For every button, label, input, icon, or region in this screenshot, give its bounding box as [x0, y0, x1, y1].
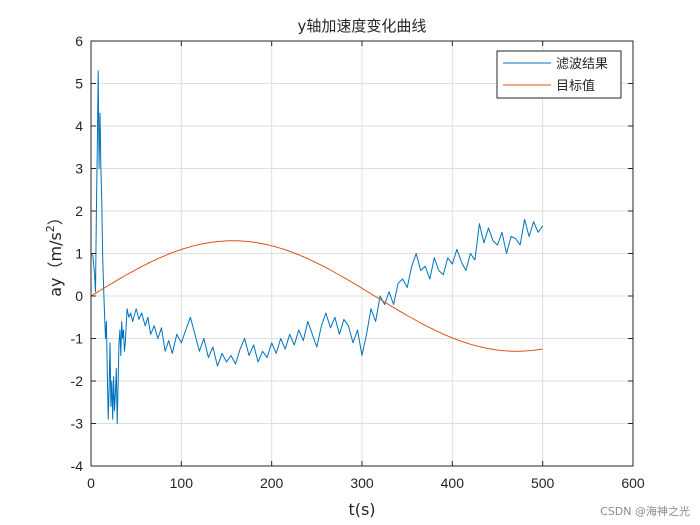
- x-tick-label: 600: [621, 475, 645, 491]
- y-axis-title-tail: ）: [46, 209, 65, 225]
- y-tick-label: 1: [75, 246, 83, 262]
- chart-title: y轴加速度变化曲线: [298, 17, 427, 35]
- series-layer: [90, 70, 544, 424]
- grid: [91, 41, 633, 466]
- series-line-filtered: [90, 70, 544, 424]
- x-tick-label: 300: [350, 475, 374, 491]
- x-tick-label: 400: [441, 475, 465, 491]
- y-axis-title: ay（m/s2）: [44, 209, 65, 297]
- y-tick-label: 0: [75, 288, 83, 304]
- y-tick-label: -3: [71, 416, 84, 432]
- legend-box: [496, 50, 622, 99]
- y-tick-label: 2: [75, 203, 83, 219]
- y-tick-label: -2: [71, 373, 84, 389]
- y-axis-title-sup: 2: [44, 225, 57, 232]
- x-tick-label: 0: [87, 475, 95, 491]
- y-tick-label: 3: [75, 161, 83, 177]
- y-tick-label: 6: [75, 33, 83, 49]
- y-tick-label: 5: [75, 76, 83, 92]
- series-line-target: [90, 240, 543, 352]
- x-tick-label: 500: [531, 475, 555, 491]
- y-axis-title-base: ay（m/s: [46, 232, 65, 297]
- x-tick-label: 200: [260, 475, 284, 491]
- y-tick-label: -4: [71, 458, 84, 474]
- legend: 滤波结果 目标值: [496, 50, 622, 99]
- legend-label-filtered: 滤波结果: [556, 57, 608, 72]
- x-axis-title: t(s): [348, 500, 375, 519]
- y-tick-label: -1: [71, 331, 84, 347]
- legend-label-target: 目标值: [556, 78, 595, 94]
- watermark: CSDN @海神之光: [600, 505, 690, 518]
- y-tick-label: 4: [75, 118, 83, 134]
- x-tick-label: 100: [170, 475, 194, 491]
- ticks: 0 100 200 300 400 500 600 -4 -3 -2 -1 0 1 2 3 4 5 6: [71, 33, 645, 491]
